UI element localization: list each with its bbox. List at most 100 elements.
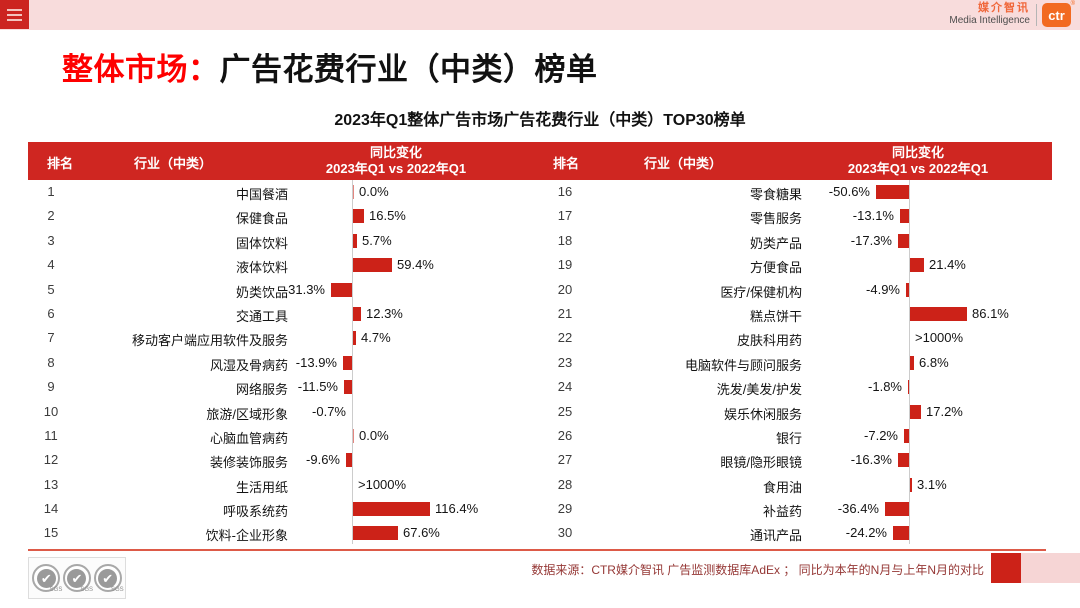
check-icon: ✔	[36, 568, 56, 588]
rank-cell: 10	[43, 403, 59, 419]
header-industry: 行业（中类）	[643, 156, 722, 171]
hamburger-menu-icon[interactable]	[0, 0, 29, 29]
change-value: >1000%	[358, 476, 407, 492]
table-row: 24 洗发/美发/护发 -1.8%	[542, 375, 1052, 399]
change-bar	[353, 258, 392, 273]
rank-cell: 5	[47, 281, 55, 297]
table-row: 10 旅游/区域形象 -0.7%	[28, 400, 538, 424]
change-bar	[910, 477, 912, 492]
industry-cell: 饮料-企业形象	[205, 528, 288, 544]
industry-cell: 移动客户端应用软件及服务	[131, 333, 288, 349]
change-value: -9.6%	[306, 452, 340, 468]
change-value: -1.8%	[868, 379, 902, 395]
rank-cell: 28	[557, 476, 573, 492]
table-row: 3 固体饮料 5.7%	[28, 229, 538, 253]
change-bar	[898, 453, 909, 468]
footer-pink-block	[1021, 553, 1080, 583]
rank-cell: 14	[43, 501, 59, 517]
industry-cell: 洗发/美发/护发	[716, 382, 802, 398]
check-icon: ✔	[67, 568, 87, 588]
change-value: -7.2%	[864, 427, 898, 443]
change-bar	[906, 282, 909, 297]
sgs-badge-icon: ✔ SGS	[32, 564, 62, 593]
rank-cell: 23	[557, 354, 573, 370]
header-change: 同比变化 2023年Q1 vs 2022年Q1	[278, 145, 514, 178]
table-row: 7 移动客户端应用软件及服务 4.7%	[28, 326, 538, 350]
rank-cell: 4	[47, 257, 55, 273]
rank-cell: 22	[557, 330, 573, 346]
change-bar	[331, 282, 352, 297]
industry-cell: 旅游/区域形象	[206, 406, 288, 422]
rank-cell: 26	[557, 427, 573, 443]
sgs-label: SGS	[110, 587, 124, 593]
check-icon: ✔	[98, 568, 118, 588]
table-header-left: 排名 行业（中类） 同比变化 2023年Q1 vs 2022年Q1	[28, 142, 538, 180]
table-row: 11 心脑血管病药 0.0%	[28, 424, 538, 448]
footer-divider-line	[28, 549, 1046, 551]
change-bar	[910, 306, 967, 321]
page-title: 整体市场：广告花费行业（中类）榜单	[62, 44, 598, 89]
change-value: -13.9%	[295, 354, 337, 370]
change-value: >1000%	[915, 330, 964, 346]
change-bar	[353, 526, 398, 541]
table-row: 20 医疗/保健机构 -4.9%	[542, 278, 1052, 302]
change-value: -16.3%	[850, 452, 892, 468]
industry-cell: 奶类产品	[749, 235, 802, 251]
industry-cell: 网络服务	[235, 382, 288, 398]
industry-cell: 银行	[775, 430, 802, 446]
industry-cell: 医疗/保健机构	[720, 284, 802, 300]
rank-cell: 12	[43, 452, 59, 468]
industry-cell: 方便食品	[749, 260, 802, 276]
header-rank: 排名	[552, 156, 579, 171]
rank-cell: 13	[43, 476, 59, 492]
rank-cell: 8	[47, 354, 55, 370]
change-bar	[900, 209, 909, 224]
zero-axis-line	[352, 180, 353, 544]
industry-cell: 中国餐酒	[235, 187, 288, 202]
industry-cell: 眼镜/隐形眼镜	[720, 455, 802, 471]
header-rank: 排名	[46, 156, 73, 171]
industry-cell: 心脑血管病药	[209, 430, 288, 446]
header-change-line1: 同比变化	[369, 145, 422, 160]
rank-cell: 3	[47, 232, 55, 248]
change-value: 5.7%	[362, 232, 392, 248]
header-change: 同比变化 2023年Q1 vs 2022年Q1	[800, 145, 1036, 178]
rank-cell: 25	[557, 403, 573, 419]
table-row: 23 电脑软件与顾问服务 6.8%	[542, 351, 1052, 375]
table-row: 14 呼吸系统药 116.4%	[28, 497, 538, 521]
change-bar	[910, 355, 914, 370]
table-row: 29 补益药 -36.4%	[542, 497, 1052, 521]
table-row: 15 饮料-企业形象 67.6%	[28, 521, 538, 545]
ctr-logo: ctr	[1042, 3, 1071, 27]
change-value: 4.7%	[361, 330, 391, 346]
industry-cell: 呼吸系统药	[222, 504, 288, 520]
change-bar	[353, 233, 357, 248]
table-row: 8 风湿及骨病药 -13.9%	[28, 351, 538, 375]
change-value: -13.1%	[852, 208, 894, 224]
change-bar	[353, 331, 356, 346]
table-row: 2 保健食品 16.5%	[28, 204, 538, 228]
table-row: 21 糕点饼干 86.1%	[542, 302, 1052, 326]
change-value: -50.6%	[828, 184, 870, 199]
change-value: -31.3%	[283, 281, 325, 297]
table-row: 27 眼镜/隐形眼镜 -16.3%	[542, 448, 1052, 472]
change-bar	[908, 380, 909, 395]
change-bar	[353, 209, 364, 224]
industry-cell: 通讯产品	[749, 528, 802, 544]
page-title-highlight: 整体市场：	[62, 52, 220, 87]
industry-cell: 保健食品	[235, 211, 288, 227]
rank-cell: 19	[557, 257, 573, 273]
change-bar	[910, 258, 924, 273]
change-bar	[898, 233, 909, 248]
rank-cell: 6	[47, 305, 55, 321]
table-row: 30 通讯产品 -24.2%	[542, 521, 1052, 545]
change-bar	[885, 502, 909, 517]
table-row: 26 银行 -7.2%	[542, 424, 1052, 448]
sgs-certification-logos: ✔ SGS ✔ SGS ✔ SGS	[28, 557, 126, 599]
rank-table-right: 16 零食糖果 -50.6% 17 零售服务 -13.1% 18 奶类产品 -17.3% 19 方便…	[542, 180, 1052, 546]
industry-cell: 固体饮料	[235, 235, 288, 251]
industry-cell: 皮肤科用药	[736, 333, 802, 349]
rank-cell: 21	[557, 305, 573, 321]
change-value: 16.5%	[369, 208, 406, 224]
